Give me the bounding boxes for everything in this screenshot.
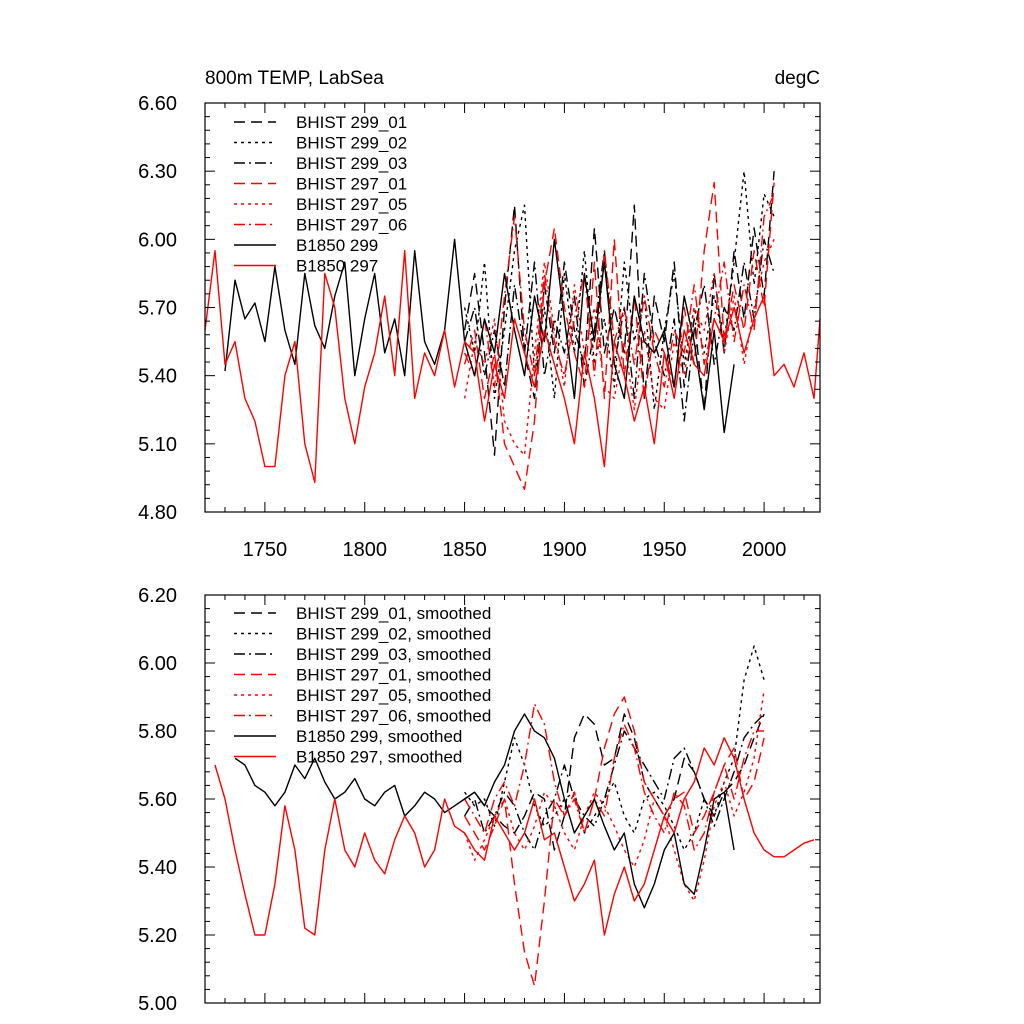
legend-label: B1850 299, smoothed	[296, 727, 462, 746]
y-tick-label: 6.00	[138, 229, 177, 251]
legend-label: BHIST 299_03, smoothed	[296, 645, 491, 664]
y-tick-label: 6.00	[138, 653, 177, 675]
legend-label: BHIST 299_02	[296, 134, 407, 153]
chart-title: 800m TEMP, LabSea	[205, 68, 384, 89]
x-tick-label: 1750	[243, 539, 288, 561]
y-tick-label: 5.20	[138, 925, 177, 947]
panel-bottom-smoothed: 5.00 5.20 5.40 5.60 5.80 6.00 6.20 BHIST 299_01…	[138, 585, 821, 1015]
legend-label: BHIST 299_02, smoothed	[296, 625, 491, 644]
y-tick-label: 5.70	[138, 298, 177, 320]
x-tick-label: 2000	[742, 539, 787, 561]
x-tick-label: 1950	[642, 539, 687, 561]
series-line-0-3	[463, 181, 775, 490]
y-tick-label: 6.20	[138, 585, 177, 607]
series-line-1-3	[463, 696, 765, 987]
x-tick-label: 1900	[542, 539, 587, 561]
y-tick-label: 6.30	[138, 161, 177, 183]
panel-top-800m-temp: 1750 1800 1850 1900 1950 2000 4.80 5.10 5.40 5.70…	[138, 68, 821, 561]
series-line-1-2	[463, 713, 765, 851]
y-tick-label: 6.60	[138, 93, 177, 115]
y-tick-label: 5.80	[138, 721, 177, 743]
series-line-0-6	[224, 238, 735, 434]
legend-label: BHIST 299_03	[296, 154, 407, 173]
legend-label: B1850 297	[296, 257, 378, 276]
series-line-1-7	[214, 737, 815, 936]
y-tick-label: 5.00	[138, 993, 177, 1015]
legend-label: BHIST 297_01, smoothed	[296, 666, 491, 685]
legend-label: BHIST 297_06	[296, 216, 407, 235]
x-tick-label: 1850	[442, 539, 487, 561]
series-line-0-1	[463, 170, 775, 411]
legend-label: BHIST 297_05, smoothed	[296, 686, 491, 705]
series-line-0-7	[204, 249, 821, 484]
y-tick-label: 4.80	[138, 502, 177, 524]
legend-label: BHIST 297_06, smoothed	[296, 707, 491, 726]
legend-label: BHIST 297_05	[296, 195, 407, 214]
y-tick-label: 5.10	[138, 434, 177, 456]
y-tick-label: 5.60	[138, 789, 177, 811]
series-line-1-6	[234, 713, 735, 909]
legend-label: BHIST 299_01	[296, 113, 407, 132]
series-line-1-0	[464, 713, 765, 851]
legend-label: BHIST 299_01, smoothed	[296, 604, 491, 623]
series-line-1-1	[464, 645, 765, 851]
series-line-1-5	[463, 703, 765, 851]
legend-label: B1850 297, smoothed	[296, 748, 462, 767]
series-line-1-4	[463, 690, 765, 902]
series-line-0-5	[463, 193, 775, 388]
legend-label: BHIST 297_01	[296, 175, 407, 194]
units-label: degC	[775, 68, 820, 89]
legend-label: B1850 299	[296, 236, 378, 255]
y-tick-label: 5.40	[138, 366, 177, 388]
x-tick-label: 1800	[342, 539, 387, 561]
y-tick-label: 5.40	[138, 857, 177, 879]
